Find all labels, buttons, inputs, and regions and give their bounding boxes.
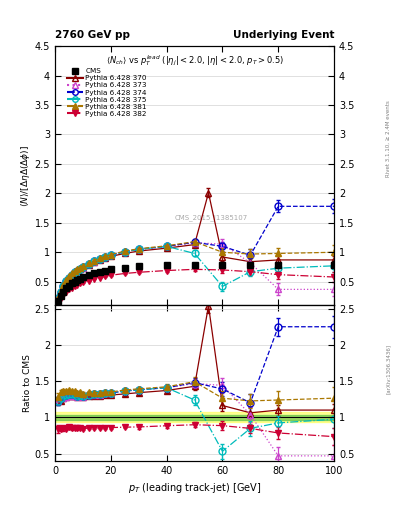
Legend: CMS, Pythia 6.428 370, Pythia 6.428 373, Pythia 6.428 374, Pythia 6.428 375, Pyt: CMS, Pythia 6.428 370, Pythia 6.428 373,… xyxy=(64,65,150,120)
Text: Underlying Event: Underlying Event xyxy=(233,30,334,39)
Text: CMS_2015_I1385107: CMS_2015_I1385107 xyxy=(174,214,248,221)
Bar xyxy=(55,415,334,420)
Text: [arXiv:1306.3436]: [arXiv:1306.3436] xyxy=(386,344,391,394)
Text: Rivet 3.1.10, ≥ 2.4M events: Rivet 3.1.10, ≥ 2.4M events xyxy=(386,100,391,177)
Bar xyxy=(55,412,334,422)
Y-axis label: Ratio to CMS: Ratio to CMS xyxy=(23,354,32,412)
Y-axis label: $\langle N\rangle/[\Delta\eta\Delta(\Delta\phi)]$: $\langle N\rangle/[\Delta\eta\Delta(\Del… xyxy=(19,144,32,207)
Text: 2760 GeV pp: 2760 GeV pp xyxy=(55,30,130,39)
Text: $\langle N_{ch}\rangle$ vs $p_T^{lead}$ ($|\eta_j|<2.0$, $|\eta|<2.0$, $p_T>0.5$: $\langle N_{ch}\rangle$ vs $p_T^{lead}$ … xyxy=(106,54,283,69)
X-axis label: $p_T$ (leading track-jet) [GeV]: $p_T$ (leading track-jet) [GeV] xyxy=(128,481,261,495)
